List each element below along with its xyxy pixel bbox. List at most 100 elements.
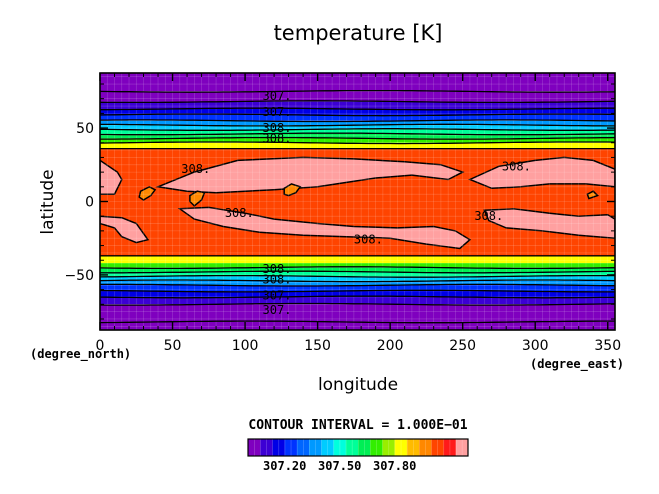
colorbar-subdivision xyxy=(431,439,432,456)
y-axis-label: latitude xyxy=(38,169,58,234)
lat-band-12 xyxy=(100,255,615,264)
colorbar-subdivision xyxy=(303,439,304,456)
x-axis-label: longitude xyxy=(318,375,398,395)
warm-region-4 xyxy=(177,206,472,250)
lat-band-17 xyxy=(100,280,615,286)
contour-line-8 xyxy=(100,136,615,140)
x-tick-label-6: 300 xyxy=(522,338,549,354)
x-tick-label-2: 100 xyxy=(232,338,259,354)
warm-region-1 xyxy=(155,156,465,194)
contour-label-4: 308. xyxy=(181,162,210,176)
colorbar-subdivision xyxy=(321,439,322,456)
contour-line-4 xyxy=(100,119,615,123)
colorbar-cell-11 xyxy=(382,439,395,456)
x-tick-label-3: 150 xyxy=(304,338,331,354)
colorbar-cell-2 xyxy=(272,439,285,456)
contour-line-21 xyxy=(100,320,615,324)
warm-region-5 xyxy=(483,208,615,239)
contour-line-0 xyxy=(100,89,615,93)
warm-region-0 xyxy=(100,159,123,195)
colorbar-cell-15 xyxy=(431,439,444,456)
colorbar-tick-label-1: 307.50 xyxy=(318,459,361,473)
lat-band-2 xyxy=(100,101,615,109)
colorbar-subdivision xyxy=(406,439,408,456)
cool-island-3 xyxy=(586,190,599,200)
contour-line-7 xyxy=(100,132,615,136)
contour-interval-text: CONTOUR INTERVAL = 1.000E−01 xyxy=(248,418,467,433)
colorbar-tick-label-0: 307.20 xyxy=(263,459,306,473)
contour-label-12: 307. xyxy=(263,303,292,317)
colorbar-subdivision xyxy=(327,439,328,456)
y-tick-label-0: 50 xyxy=(76,121,94,137)
colorbar-subdivision xyxy=(315,439,316,456)
colorbar-cell-1 xyxy=(260,439,273,456)
colorbar-subdivision xyxy=(345,439,347,456)
x-tick-label-5: 250 xyxy=(449,338,476,354)
contour-label-0: 307. xyxy=(263,89,292,103)
contour-line-1 xyxy=(100,100,615,104)
y-tick-label-2: −50 xyxy=(64,268,94,284)
colorbar-cell-0 xyxy=(248,439,261,456)
contour-line-2 xyxy=(100,107,615,111)
colorbar-subdivision xyxy=(278,439,280,456)
contour-line-19 xyxy=(100,295,615,299)
contour-label-1: 307. xyxy=(263,105,292,119)
contour-line-5 xyxy=(100,123,615,127)
colorbar xyxy=(247,438,469,457)
cool-island-2 xyxy=(283,183,302,197)
lat-band-22 xyxy=(100,321,615,330)
colorbar-subdivision xyxy=(284,439,286,456)
colorbar-subdivision xyxy=(254,439,255,456)
colorbar-subdivision xyxy=(376,439,377,456)
contour-label-10: 308. xyxy=(263,272,292,286)
x-tick-label-0: 0 xyxy=(96,338,105,354)
lat-band-9 xyxy=(100,138,615,143)
colorbar-subdivision xyxy=(351,439,353,456)
colorbar-cell-14 xyxy=(419,439,432,456)
lat-band-19 xyxy=(100,291,615,297)
lat-band-3 xyxy=(100,108,615,115)
colorbar-subdivision xyxy=(419,439,420,456)
colorbar-cell-17 xyxy=(455,439,469,456)
contour-label-11: 307. xyxy=(263,288,292,302)
contour-label-8: 308. xyxy=(474,209,503,223)
x-tick-label-7: 350 xyxy=(594,338,621,354)
colorbar-cell-12 xyxy=(394,439,408,456)
colorbar-frame xyxy=(247,438,469,457)
contour-line-16 xyxy=(100,279,615,283)
colorbar-subdivision xyxy=(339,439,341,456)
lat-band-8 xyxy=(100,133,615,139)
colorbar-cell-3 xyxy=(284,439,298,456)
lat-band-1 xyxy=(100,91,615,102)
colorbar-subdivision xyxy=(400,439,402,456)
grid-lines xyxy=(100,73,615,330)
x-axis-ticks: 0 50 100 150 200 250 300 350 xyxy=(96,73,621,354)
lat-band-5 xyxy=(100,120,615,126)
x-unit-label: (degree_east) xyxy=(530,357,624,372)
colorbar-subdivision xyxy=(272,439,273,456)
lat-band-20 xyxy=(100,296,615,305)
contour-label-5: 308. xyxy=(225,206,254,220)
warm-region-2 xyxy=(467,156,615,190)
lat-band-15 xyxy=(100,271,615,277)
colorbar-subdivision xyxy=(413,439,414,456)
contour-lines xyxy=(100,89,615,324)
contour-line-17 xyxy=(100,283,615,287)
colorbar-subdivision xyxy=(358,439,359,456)
colorbar-cell-5 xyxy=(309,439,322,456)
contour-label-7: 308. xyxy=(502,159,531,173)
colorbar-subdivision xyxy=(290,439,292,456)
colorbar-subdivision xyxy=(370,439,371,456)
colorbar-subdivision xyxy=(394,439,396,456)
colorbar-subdivision xyxy=(266,439,267,456)
colorbar-subdivision xyxy=(437,439,438,456)
contour-labels: 307.307.308.308.308.308.308.308.308.308.… xyxy=(181,89,531,317)
colorbar-cell-13 xyxy=(406,439,420,456)
contour-line-6 xyxy=(100,128,615,131)
colorbar-subdivision xyxy=(309,439,310,456)
colorbar-subdivision xyxy=(333,439,335,456)
lat-band-13 xyxy=(100,263,615,268)
lat-band-21 xyxy=(100,304,615,322)
warm-region-3 xyxy=(100,215,150,244)
